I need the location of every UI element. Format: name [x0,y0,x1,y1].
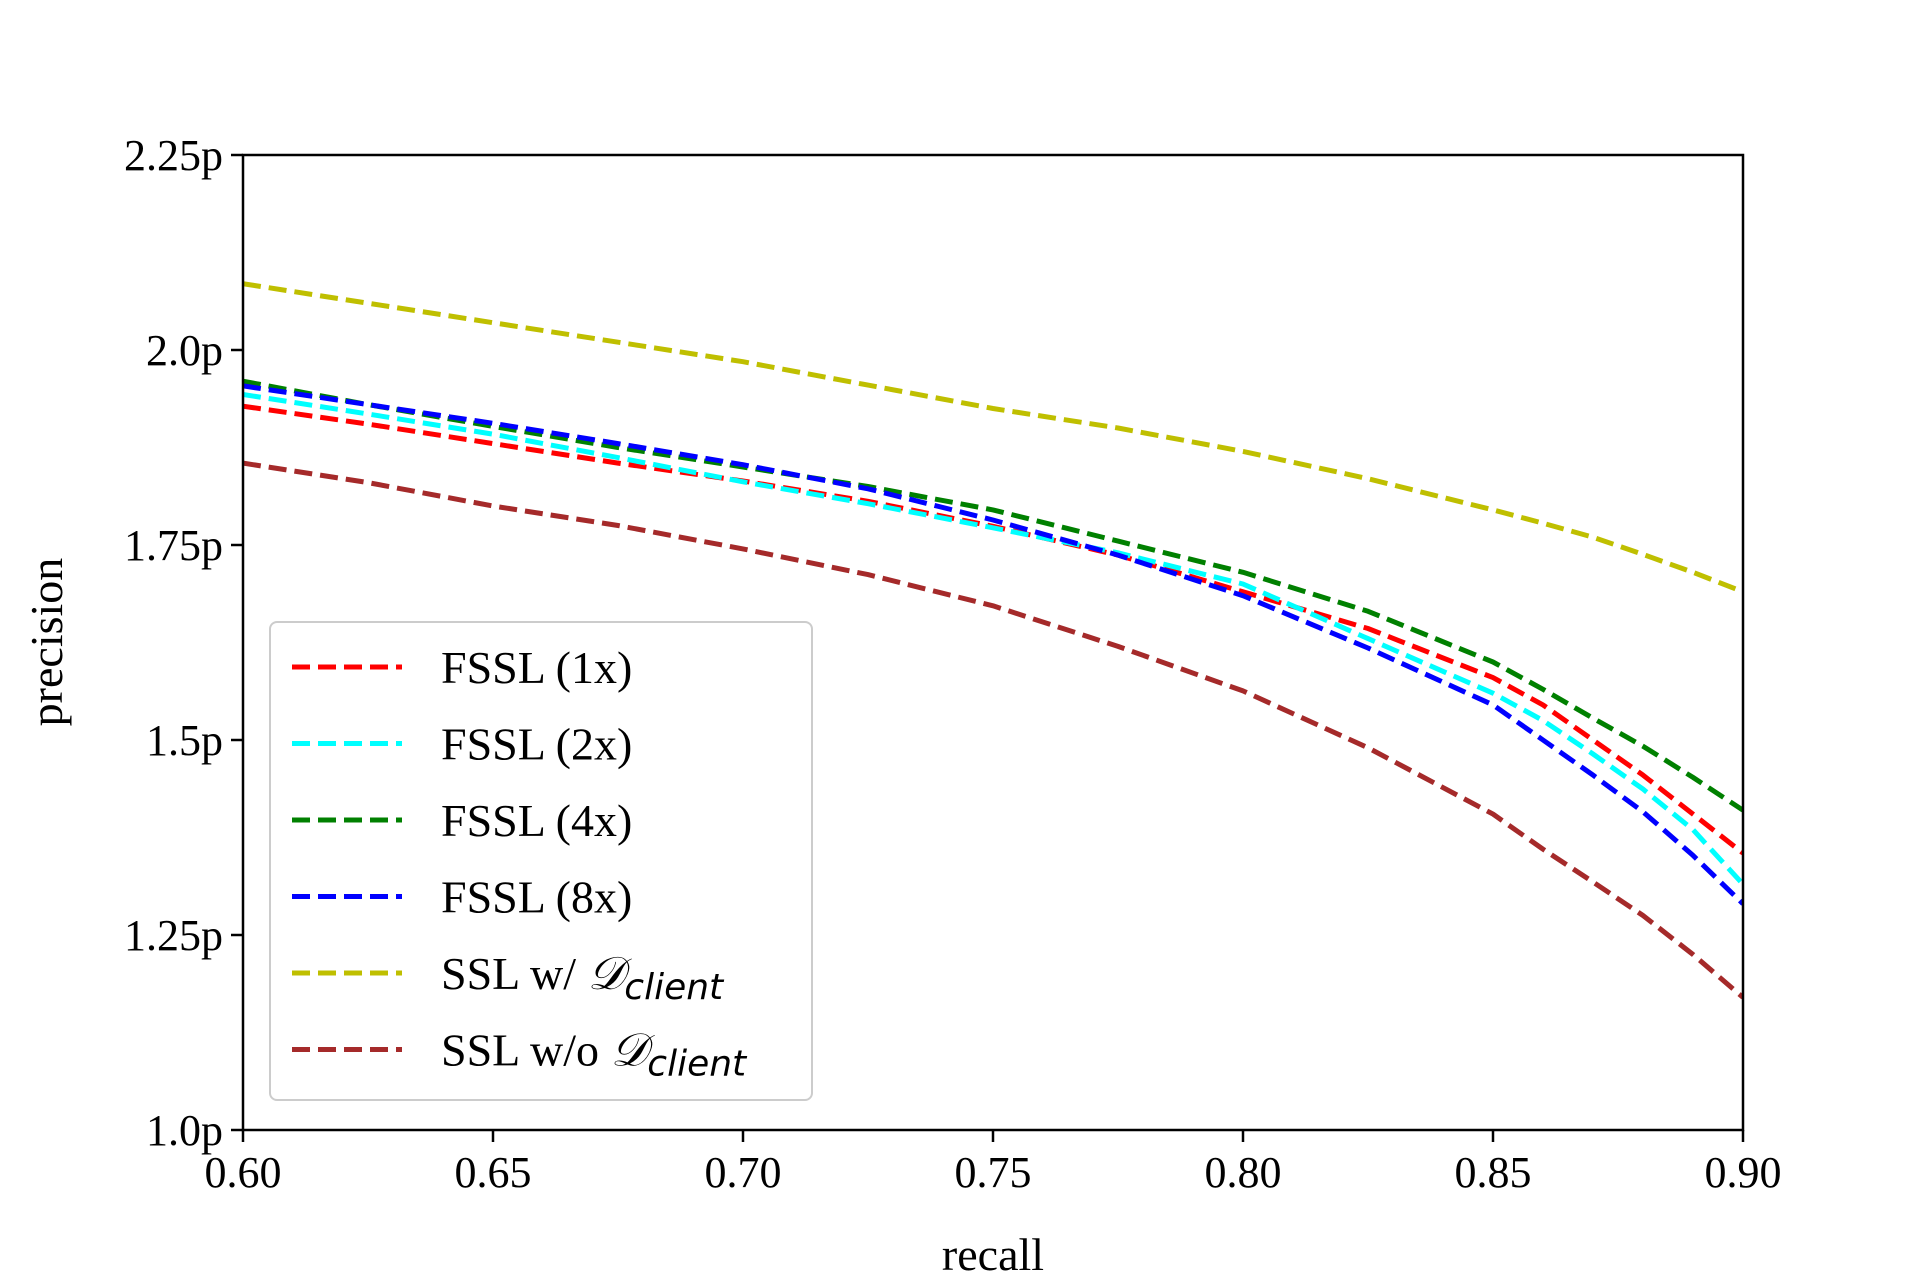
y-axis: 1.0p 1.25p 1.5p 1.75p 2.0p 2.25p [124,131,243,1155]
y-tick-label: 2.0p [146,326,223,375]
legend-label-6: SSL w/o 𝒟client [441,1023,748,1085]
x-tick-label: 0.60 [205,1148,282,1197]
x-tick-label: 0.75 [955,1148,1032,1197]
x-tick-label: 0.70 [705,1148,782,1197]
legend-label-1: FSSL (1x) [441,642,632,693]
x-axis-label: recall [942,1229,1044,1280]
legend-label-5: SSL w/ 𝒟client [441,946,725,1008]
y-tick-label: 2.25p [124,131,223,180]
y-tick-label: 1.75p [124,521,223,570]
x-axis: 0.60 0.65 0.70 0.75 0.80 0.85 0.90 [205,1130,1782,1197]
series-line-4 [243,383,1743,906]
y-tick-label: 1.5p [146,716,223,765]
legend: FSSL (1x) FSSL (2x) FSSL (4x) FSSL (8x) SSL … [269,621,813,1101]
series-line-2 [243,392,1743,886]
legend-label-4: FSSL (8x) [441,872,632,923]
legend-label-2: FSSL (2x) [441,719,632,770]
y-axis-label: precision [21,558,72,727]
y-tick-label: 1.0p [146,1106,223,1155]
x-tick-label: 0.65 [455,1148,532,1197]
legend-label-3: FSSL (4x) [441,795,632,846]
series-line-3 [243,378,1743,813]
series-line-6 [243,460,1743,1000]
series-line-1 [243,403,1743,856]
x-tick-label: 0.85 [1455,1148,1532,1197]
series-line-5 [243,281,1743,595]
legend-box [269,621,813,1101]
x-tick-label: 0.90 [1705,1148,1782,1197]
y-tick-label: 1.25p [124,911,223,960]
x-tick-label: 0.80 [1205,1148,1282,1197]
plot-area [243,281,1743,1000]
